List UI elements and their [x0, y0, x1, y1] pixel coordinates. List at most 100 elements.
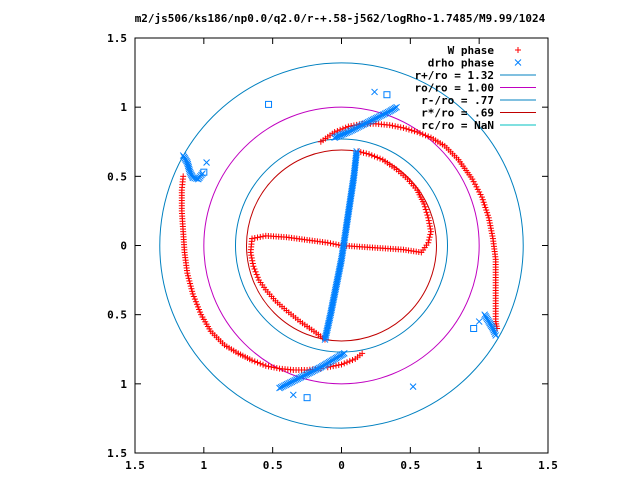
w-phase-point: [330, 240, 337, 247]
reference-circle: [203, 106, 480, 385]
w-phase-point: [360, 149, 367, 156]
w-phase-point: [346, 358, 353, 365]
drho-phase-series: [179, 88, 500, 402]
w-phase-point: [344, 359, 351, 366]
w-phase-point: [479, 196, 486, 203]
w-phase-point: [368, 152, 375, 159]
w-phase-point: [366, 151, 373, 158]
drho-phase-point: [200, 168, 208, 176]
drho-phase-point: [383, 91, 391, 99]
w-phase-point: [341, 360, 348, 367]
w-phase-point: [248, 254, 255, 261]
w-phase-point: [260, 361, 267, 368]
w-phase-point: [421, 203, 428, 210]
w-phase-point: [473, 183, 480, 190]
w-phase-point: [371, 153, 378, 160]
x-tick-label: 0.5: [263, 459, 283, 472]
w-phase-point: [486, 220, 493, 227]
w-phase-point: [482, 204, 489, 211]
w-phase-point: [386, 122, 393, 129]
marker-d2: [475, 318, 483, 325]
w-phase-point: [489, 232, 496, 239]
w-phase-point: [469, 176, 476, 183]
y-tick-label: 0.5: [107, 170, 127, 183]
w-phase-point: [419, 131, 426, 138]
w-phase-point: [257, 360, 264, 367]
w-phase-point: [425, 133, 432, 140]
legend-label: r-/ro = .77: [421, 94, 494, 107]
legend-label: rc/ro = NaN: [421, 119, 494, 132]
legend-label: r*/ro = .69: [421, 107, 494, 120]
w-phase-point: [426, 223, 433, 230]
w-phase-point: [197, 309, 204, 316]
w-phase-point: [187, 283, 194, 290]
marker-d2: [353, 149, 360, 157]
w-phase-point: [426, 220, 433, 227]
marker-d2: [189, 174, 197, 182]
x-tick-label: 1.5: [125, 459, 145, 472]
drho-phase-point: [340, 350, 348, 357]
w-phase-point: [422, 206, 429, 213]
y-tick-label: 0.5: [107, 309, 127, 322]
w-phase-point: [427, 231, 434, 238]
drho-phase-point: [393, 103, 400, 111]
marker-d2: [289, 391, 297, 399]
drho-phase-point: [289, 391, 297, 399]
legend-swatch: [514, 59, 522, 66]
w-phase-point: [190, 293, 197, 300]
marker-d2: [371, 88, 378, 96]
w-phase-point: [251, 358, 258, 365]
drho-phase-point: [265, 100, 273, 108]
chart-title: m2/js506/ks186/np0.0/q2.0/r-+.58-j562/lo…: [135, 12, 546, 25]
w-phase-point: [486, 217, 493, 224]
w-phase-point: [477, 191, 484, 198]
w-phase-point: [184, 270, 191, 277]
drho-phase-point: [409, 383, 417, 390]
w-phase-point: [374, 154, 381, 161]
w-phase-point: [189, 288, 196, 295]
w-phase-point: [254, 234, 261, 241]
marker-d2: [191, 174, 199, 182]
x-tick-label: 1: [476, 459, 483, 472]
w-phase-point: [185, 272, 192, 279]
w-phase-point: [331, 129, 338, 136]
w-phase-point: [249, 357, 256, 364]
w-phase-point: [377, 155, 384, 162]
w-phase-point: [250, 263, 257, 270]
w-phase-point: [472, 181, 479, 188]
w-phase-point: [249, 260, 256, 267]
marker-d2: [393, 103, 400, 111]
w-phase-point: [268, 363, 275, 370]
w-phase-point: [332, 362, 339, 369]
data-series: [178, 88, 501, 402]
x-tick-label: 1: [201, 459, 208, 472]
marker-d2: [514, 59, 522, 66]
legend-swatch: [515, 47, 521, 53]
drho-phase-point: [203, 159, 210, 166]
w-phase-point: [273, 365, 280, 372]
w-phase-point: [260, 233, 267, 240]
w-phase-point: [187, 280, 194, 287]
w-phase-point: [247, 249, 254, 256]
drho-phase-point: [492, 332, 500, 339]
legend-label: ro/ro = 1.00: [415, 82, 494, 95]
w-phase-point: [262, 362, 269, 369]
x-tick-label: 1.5: [538, 459, 558, 472]
w-phase-point: [488, 227, 495, 234]
w-phase-point: [487, 225, 494, 232]
x-tick-label: 0.5: [400, 459, 420, 472]
w-phase-point: [425, 239, 432, 246]
marker-d2: [490, 326, 497, 334]
drho-phase-point: [490, 328, 498, 336]
w-phase-point: [265, 363, 272, 370]
w-phase-point: [485, 214, 492, 221]
w-phase-point: [470, 178, 477, 185]
marker-d2: [340, 350, 348, 357]
w-phase-point: [186, 277, 193, 284]
w-phase-point: [408, 127, 415, 134]
w-phase-point: [345, 123, 352, 130]
w-phase-point: [476, 188, 483, 195]
drho-phase-point: [491, 330, 499, 338]
marker-d2: [186, 167, 193, 174]
